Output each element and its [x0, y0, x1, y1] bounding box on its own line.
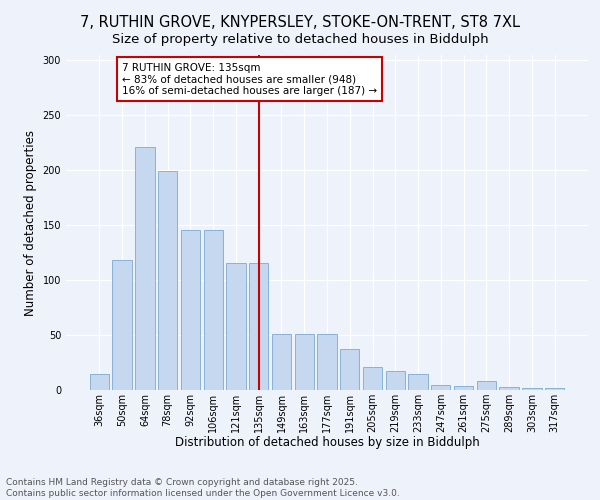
- Bar: [203, 230, 223, 390]
- Bar: [386, 372, 405, 390]
- Bar: [454, 386, 473, 390]
- Bar: [181, 230, 200, 390]
- Bar: [409, 374, 428, 390]
- Bar: [226, 262, 245, 390]
- Bar: [249, 262, 268, 390]
- Bar: [272, 334, 291, 390]
- Y-axis label: Number of detached properties: Number of detached properties: [24, 130, 37, 316]
- Bar: [363, 367, 382, 390]
- X-axis label: Distribution of detached houses by size in Biddulph: Distribution of detached houses by size …: [175, 436, 479, 450]
- Bar: [545, 388, 564, 390]
- Bar: [317, 334, 337, 390]
- Text: 7, RUTHIN GROVE, KNYPERSLEY, STOKE-ON-TRENT, ST8 7XL: 7, RUTHIN GROVE, KNYPERSLEY, STOKE-ON-TR…: [80, 15, 520, 30]
- Bar: [90, 374, 109, 390]
- Text: 7 RUTHIN GROVE: 135sqm
← 83% of detached houses are smaller (948)
16% of semi-de: 7 RUTHIN GROVE: 135sqm ← 83% of detached…: [122, 62, 377, 96]
- Bar: [158, 172, 178, 390]
- Bar: [112, 260, 132, 390]
- Text: Contains HM Land Registry data © Crown copyright and database right 2025.
Contai: Contains HM Land Registry data © Crown c…: [6, 478, 400, 498]
- Bar: [431, 384, 451, 390]
- Bar: [340, 350, 359, 390]
- Bar: [295, 334, 314, 390]
- Text: Size of property relative to detached houses in Biddulph: Size of property relative to detached ho…: [112, 32, 488, 46]
- Bar: [476, 381, 496, 390]
- Bar: [499, 386, 519, 390]
- Bar: [522, 388, 542, 390]
- Bar: [135, 148, 155, 390]
